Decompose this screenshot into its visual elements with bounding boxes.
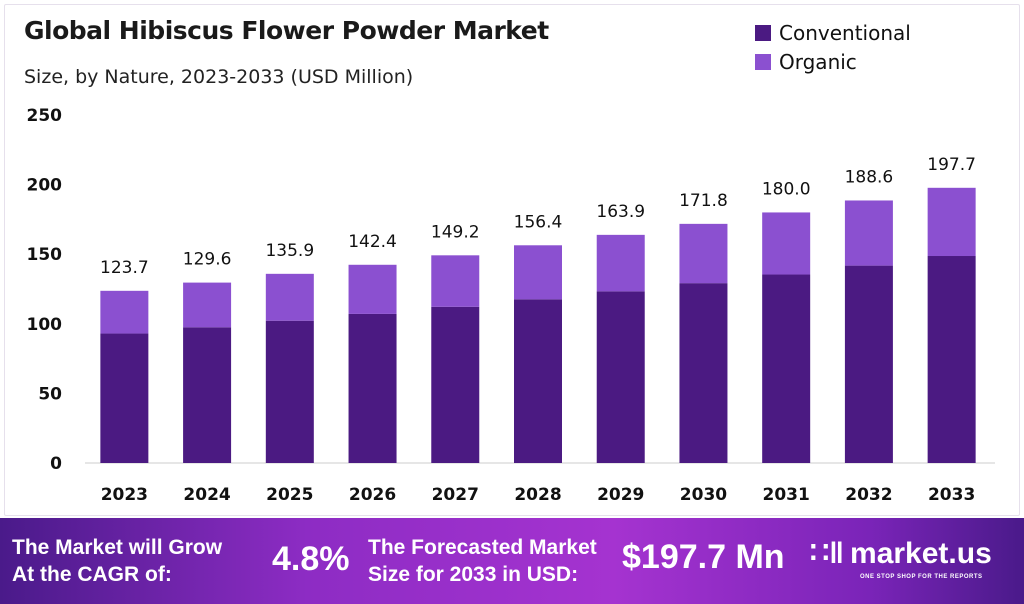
brand-logo: ∷‖ market.us ONE STOP SHOP FOR THE REPOR… (810, 536, 992, 581)
data-label: 171.8 (679, 191, 728, 211)
data-label: 156.4 (514, 212, 563, 232)
chart-subtitle: Size, by Nature, 2023-2033 (USD Million) (24, 66, 414, 88)
data-label: 197.7 (927, 155, 976, 175)
y-tick-label: 50 (38, 384, 62, 404)
x-tick-label: 2028 (514, 485, 561, 505)
legend-label: Conventional (779, 20, 911, 45)
bar-conventional (762, 274, 811, 463)
bar-chart: 0 50 100 150 200 250 123.7 2023 129.6 2024 135.9 20… (27, 106, 995, 505)
y-tick-label: 0 (50, 454, 62, 474)
x-tick-label: 2029 (597, 485, 644, 505)
bar-conventional (183, 327, 232, 463)
x-tick-label: 2032 (845, 485, 892, 505)
bar-conventional (514, 299, 562, 463)
data-label: 180.0 (762, 179, 811, 199)
bar-organic (348, 264, 397, 314)
forecast-label: The Forecasted Market Size for 2033 in US… (368, 534, 597, 588)
logo-mark-icon: ∷‖ (810, 537, 845, 570)
x-tick-label: 2033 (928, 485, 975, 505)
summary-banner: The Market will Grow At the CAGR of: 4.8%… (0, 518, 1024, 604)
bar-conventional (265, 320, 314, 463)
data-label: 135.9 (265, 241, 314, 261)
data-label: 142.4 (348, 232, 397, 252)
bar-organic (927, 187, 976, 257)
legend-item-conventional: Conventional (755, 18, 911, 47)
legend-swatch (755, 24, 771, 41)
bar-organic (596, 234, 645, 292)
bar-conventional (927, 256, 976, 463)
data-label: 129.6 (183, 250, 232, 270)
brand-tagline: ONE STOP SHOP FOR THE REPORTS (860, 574, 983, 580)
x-tick-label: 2024 (183, 485, 230, 505)
cagr-label-line: The Market will Grow (12, 536, 223, 559)
chart-title: Global Hibiscus Flower Powder Market (24, 16, 549, 45)
y-tick-label: 150 (27, 245, 63, 265)
data-label: 149.2 (431, 222, 480, 242)
bar-conventional (100, 333, 149, 463)
bar-organic (100, 290, 149, 334)
y-tick-label: 200 (27, 176, 63, 196)
bar-conventional (844, 265, 893, 463)
bar-organic (679, 223, 728, 284)
bar-conventional (348, 313, 397, 463)
bar-organic (762, 212, 811, 275)
forecast-value: $197.7 Mn (622, 538, 785, 576)
bar-conventional (596, 291, 645, 463)
bar-conventional (431, 306, 480, 463)
y-tick-label: 250 (27, 106, 63, 126)
brand-name: market.us (850, 536, 992, 570)
legend-label: Organic (779, 49, 857, 74)
x-tick-label: 2025 (266, 485, 313, 505)
data-label: 163.9 (596, 202, 645, 222)
x-tick-label: 2027 (432, 485, 479, 505)
x-tick-label: 2026 (349, 485, 396, 505)
legend-swatch (755, 53, 771, 70)
bar-conventional (679, 283, 728, 463)
cagr-value: 4.8% (272, 540, 350, 578)
x-tick-label: 2030 (680, 485, 727, 505)
legend: Conventional Organic (755, 18, 911, 76)
data-label: 188.6 (845, 167, 894, 187)
legend-item-organic: Organic (755, 47, 911, 76)
chart-frame (4, 4, 1020, 516)
bar-organic (265, 273, 314, 321)
x-tick-label: 2031 (763, 485, 810, 505)
y-tick-label: 100 (27, 315, 63, 335)
x-tick-label: 2023 (101, 485, 148, 505)
bar-organic (514, 245, 562, 300)
forecast-label-line: Size for 2033 in USD: (368, 563, 579, 586)
cagr-label-line: At the CAGR of: (12, 563, 172, 586)
bar-organic (844, 200, 893, 266)
data-label: 123.7 (100, 258, 149, 278)
bar-organic (431, 255, 480, 307)
bar-organic (183, 282, 232, 328)
cagr-label: The Market will Grow At the CAGR of: (12, 534, 222, 588)
forecast-label-line: The Forecasted Market (368, 536, 597, 559)
